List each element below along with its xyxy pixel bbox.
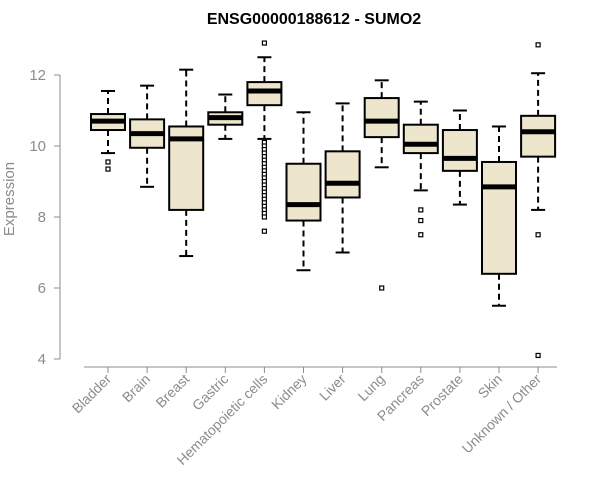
box-group (168, 68, 205, 258)
outlier-point (105, 166, 111, 172)
outlier-point (418, 217, 424, 224)
box-iqr (285, 162, 322, 222)
box-group (246, 40, 283, 234)
x-tick-label: Liver (316, 371, 349, 404)
y-tick-label: 10 (29, 138, 46, 155)
outlier-point (261, 40, 267, 46)
y-tick-label: 8 (38, 209, 46, 226)
box-iqr (481, 160, 517, 275)
outlier-point (535, 352, 541, 359)
box-iqr (246, 81, 283, 107)
box-iqr (363, 97, 400, 139)
outlier-point (105, 159, 111, 165)
outlier-point (261, 214, 267, 220)
box-iqr (441, 129, 478, 172)
box-group (520, 42, 557, 359)
box-group (90, 89, 126, 172)
box-group (402, 100, 439, 238)
box-iqr (402, 123, 439, 155)
box-iqr (324, 150, 361, 199)
y-tick-label: 6 (38, 280, 46, 297)
box-group (324, 102, 361, 254)
outlier-point (261, 228, 267, 234)
x-tick-label: Kidney (268, 371, 310, 413)
box-group (207, 93, 244, 140)
box-iqr (520, 114, 557, 158)
y-tick-label: 4 (38, 351, 46, 368)
y-tick-label: 12 (29, 67, 46, 84)
x-tick-label: Breast (152, 371, 192, 411)
x-tick-label: Bladder (69, 371, 115, 417)
outlier-point (418, 232, 424, 238)
outlier-point (535, 42, 541, 48)
chart-title: ENSG00000188612 - SUMO2 (207, 11, 421, 28)
x-tick-label: Prostate (418, 371, 466, 419)
box-group (363, 79, 400, 291)
box-group (481, 125, 517, 307)
outlier-point (379, 285, 385, 291)
y-axis-label: Expression (1, 162, 18, 236)
x-tick-label: Skin (475, 371, 506, 402)
outlier-point (535, 232, 541, 238)
x-tick-label: Brain (119, 371, 153, 405)
y-ticks: 4 6 8 10 12 (29, 67, 60, 368)
outlier-point (418, 207, 424, 213)
box-group (441, 109, 478, 206)
x-tick-label: Lung (354, 371, 387, 404)
boxes (90, 40, 557, 359)
box-group (285, 111, 322, 272)
box-group (129, 84, 166, 188)
